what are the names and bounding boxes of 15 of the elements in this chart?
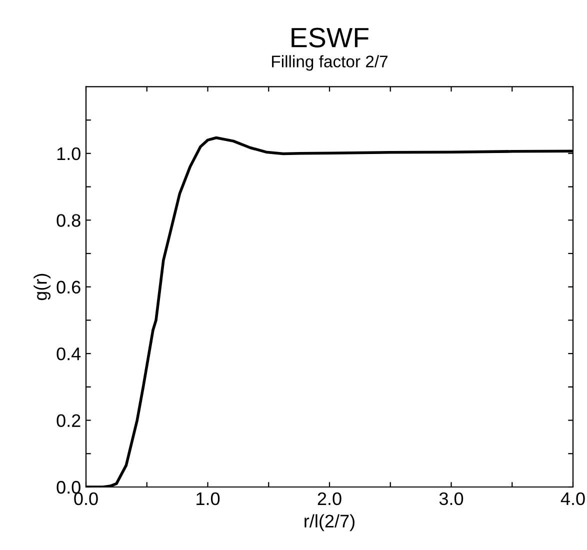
- y-tick-label: 0.8: [56, 214, 80, 227]
- x-tick-label: 1.0: [196, 492, 220, 506]
- y-tick-label: 0.4: [56, 348, 81, 360]
- x-tick-label: 0.0: [74, 492, 98, 506]
- x-tick-label: 3.0: [439, 492, 464, 506]
- x-tick-label: 2.0: [318, 492, 342, 506]
- y-tick-label: 0.6: [56, 280, 80, 294]
- chart-subtitle: Filling factor 2/7: [272, 55, 388, 71]
- chart-title: ESWF: [292, 28, 369, 48]
- y-tick-label: 0.2: [56, 414, 80, 428]
- x-axis-title: r/l(2/7): [304, 514, 354, 532]
- y-axis-title: g(r): [34, 274, 50, 300]
- y-tick-label: 0.0: [56, 480, 80, 494]
- y-tick-label: 1.0: [57, 147, 80, 160]
- x-tick-label: 4.0: [560, 492, 585, 506]
